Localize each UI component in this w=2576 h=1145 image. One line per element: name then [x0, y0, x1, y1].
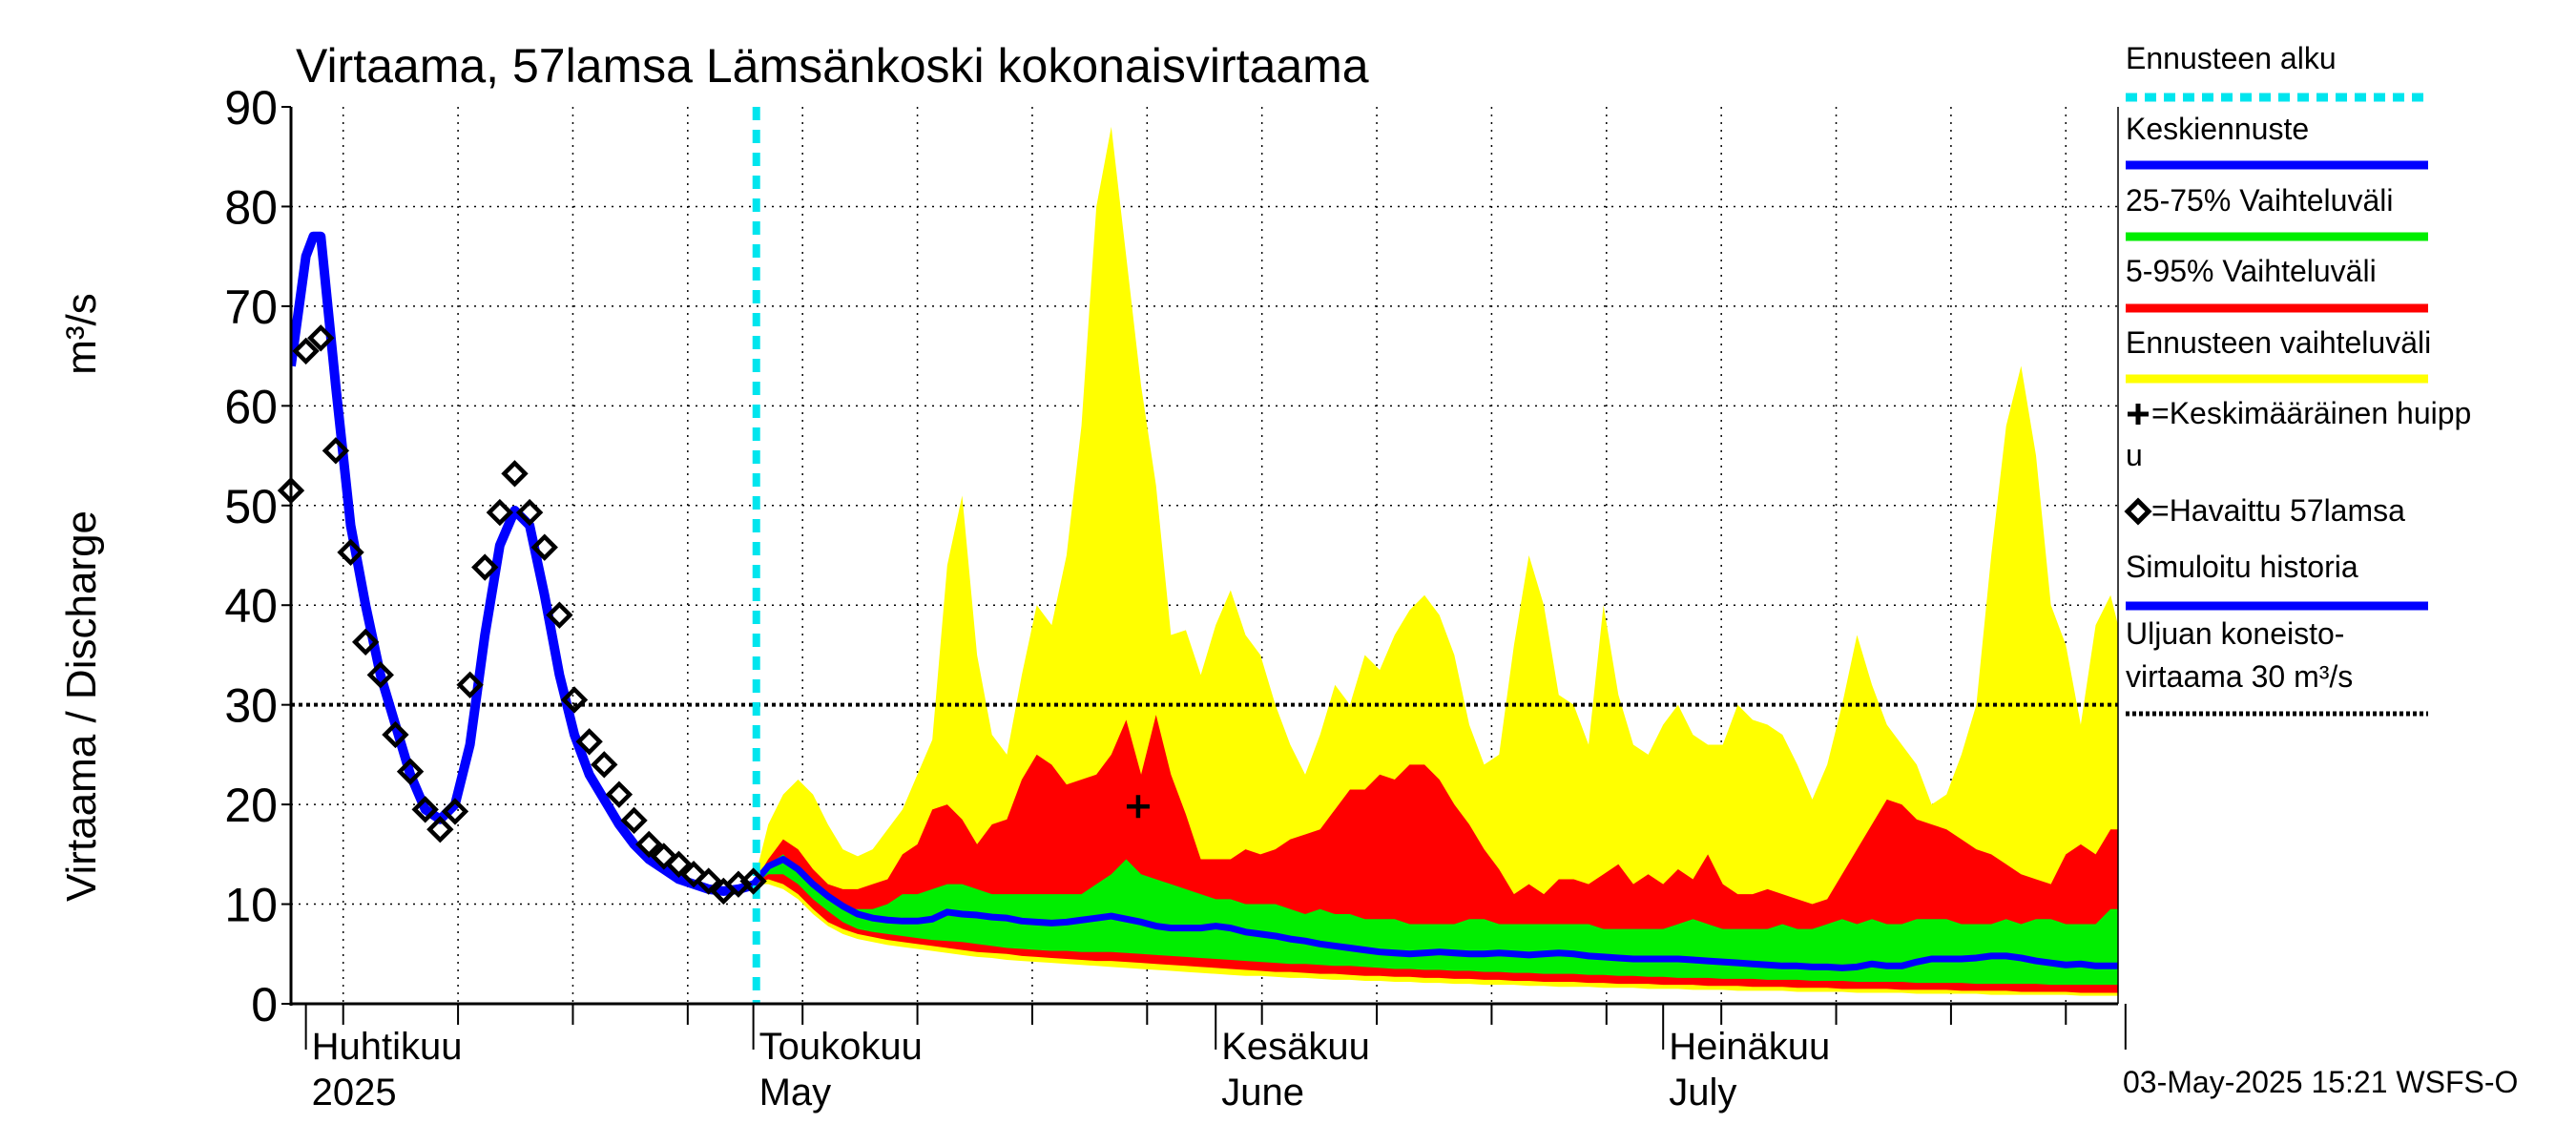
legend-label: Ennusteen alku: [2126, 41, 2337, 75]
observed-point: [307, 324, 335, 352]
band-25-75: [753, 854, 2118, 986]
legend-label: 5-95% Vaihteluväli: [2126, 254, 2377, 288]
observed-point: [456, 671, 484, 698]
x-month-sublabel: June: [1221, 1072, 1304, 1114]
observed-point: [292, 337, 320, 365]
footer-timestamp: 03-May-2025 15:21 WSFS-O: [2123, 1065, 2518, 1099]
y-tick-label: 10: [224, 879, 278, 932]
y-tick-label: 70: [224, 281, 278, 334]
forecast-bands: [753, 126, 2118, 996]
y-tick-label: 30: [224, 679, 278, 733]
mean-peak-marker: [1126, 795, 1150, 819]
observed-point: [411, 796, 439, 823]
x-month-sublabel: 2025: [312, 1072, 397, 1114]
legend: Ennusteen alku Keskiennuste 25-75% Vaihtel…: [2124, 41, 2471, 717]
legend-label: =Havaittu 57lamsa: [2151, 493, 2405, 528]
observed-point: [635, 830, 663, 859]
y-tick-label: 0: [251, 978, 278, 1031]
observed-point: [665, 850, 693, 878]
legend-diamond-symbol: [2124, 497, 2152, 526]
observed-point: [351, 628, 380, 656]
chart-title: Virtaama, 57lamsa Lämsänkoski kokonaisvi…: [296, 39, 1369, 93]
observed-point: [546, 601, 573, 629]
y-tick-label: 40: [224, 579, 278, 633]
legend-plus-symbol: [2128, 404, 2149, 425]
y-tick-label: 50: [224, 480, 278, 533]
observed-point: [486, 498, 514, 527]
markers: [277, 324, 1150, 906]
observed-point: [591, 751, 618, 779]
legend-label: 25-75% Vaihteluväli: [2126, 183, 2393, 218]
x-month-sublabel: July: [1669, 1072, 1736, 1114]
observed-point: [695, 867, 722, 895]
observed-point: [382, 720, 409, 749]
x-month-sublabel: May: [759, 1072, 832, 1114]
observed-point: [396, 758, 425, 785]
y-axis-label: Virtaama / Discharge: [58, 510, 105, 902]
observed-point: [501, 460, 529, 488]
legend-label: Simuloitu historia: [2126, 550, 2358, 584]
observed-point: [605, 781, 634, 808]
observed-point: [471, 553, 499, 581]
y-tick-label: 80: [224, 180, 278, 234]
observed-point: [650, 843, 677, 870]
x-month-label: Toukokuu: [759, 1026, 923, 1068]
x-month-label: Huhtikuu: [312, 1026, 463, 1068]
median-forecast-line: [750, 856, 2118, 971]
observed-point: [441, 798, 469, 825]
observed-point: [679, 861, 708, 888]
series-lines: [291, 107, 2118, 1004]
y-axis-unit: m³/s: [58, 293, 105, 375]
observed-point: [620, 806, 648, 835]
legend-label-line2: virtaama 30 m³/s: [2126, 659, 2353, 694]
y-tick-label: 60: [224, 380, 278, 433]
observed-point: [530, 533, 558, 561]
observed-point: [515, 498, 544, 527]
observed-point: [337, 538, 364, 567]
simulated-history-line: [291, 231, 758, 896]
legend-label: Uljuan koneisto-: [2126, 616, 2344, 651]
observed-point: [426, 816, 454, 843]
x-month-label: Kesäkuu: [1221, 1026, 1370, 1068]
observed-point: [366, 661, 394, 689]
x-month-label: Heinäkuu: [1669, 1026, 1830, 1068]
y-tick-label: 20: [224, 779, 278, 832]
observed-point: [575, 728, 603, 756]
y-tick-label: 90: [224, 81, 278, 135]
legend-label: Keskiennuste: [2126, 112, 2309, 146]
legend-label: =Keskimääräinen huipp: [2151, 396, 2471, 430]
legend-label: Ennusteen vaihteluväli: [2126, 325, 2431, 360]
observed-point: [739, 867, 767, 895]
observed-point: [322, 437, 350, 465]
observed-point: [560, 686, 589, 714]
legend-label-line2: u: [2126, 438, 2143, 472]
